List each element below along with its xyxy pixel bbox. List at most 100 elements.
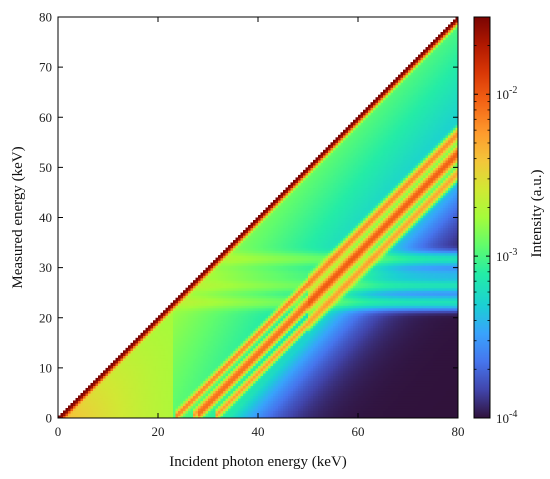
heatmap-cell: [225, 322, 229, 326]
heatmap-cell: [165, 340, 169, 344]
heatmap-cell: [215, 407, 219, 412]
heatmap-cell: [165, 362, 169, 366]
heatmap-cell: [235, 267, 239, 271]
heatmap-cell: [103, 407, 107, 412]
heatmap-cell: [138, 367, 142, 371]
heatmap-cell: [210, 352, 214, 356]
heatmap-cell: [205, 402, 209, 407]
heatmap-cell: [123, 355, 127, 359]
heatmap-cell: [198, 322, 202, 326]
heatmap-cell: [225, 362, 229, 366]
heatmap-cell: [218, 365, 222, 369]
heatmap-cell: [100, 387, 104, 392]
heatmap-cell: [133, 392, 137, 397]
heatmap-cell: [143, 380, 147, 384]
heatmap-cell: [150, 365, 154, 369]
heatmap-cell: [220, 297, 224, 301]
heatmap-cell: [233, 262, 237, 266]
heatmap-cell: [133, 387, 137, 392]
heatmap-cell: [228, 342, 232, 346]
heatmap-cell: [165, 325, 169, 329]
heatmap-cell: [108, 370, 112, 374]
heatmap-cell: [183, 327, 187, 331]
heatmap-cell: [223, 317, 227, 321]
heatmap-cell: [205, 305, 209, 309]
heatmap-cell: [233, 397, 237, 402]
heatmap-cell: [93, 390, 97, 394]
heatmap-cell: [180, 365, 184, 369]
heatmap-cell: [135, 380, 139, 384]
heatmap-cell: [200, 355, 204, 359]
heatmap-cell: [203, 412, 207, 417]
heatmap-cell: [165, 370, 169, 374]
heatmap-cell: [190, 290, 194, 294]
heatmap-cell: [110, 412, 114, 417]
heatmap-cell: [135, 400, 139, 404]
heatmap-cell: [198, 340, 202, 344]
heatmap-cell: [168, 395, 172, 399]
heatmap-cell: [150, 360, 154, 364]
heatmap-cell: [128, 345, 132, 349]
heatmap-cell: [215, 387, 219, 392]
heatmap-cell: [200, 352, 204, 356]
heatmap-cell: [223, 405, 227, 409]
heatmap-cell: [225, 350, 229, 354]
heatmap-cell: [195, 387, 199, 392]
heatmap-cell: [175, 352, 179, 356]
heatmap-cell: [198, 292, 202, 296]
heatmap-cell: [235, 367, 239, 371]
heatmap-cell: [80, 395, 84, 399]
heatmap-cell: [155, 407, 159, 412]
heatmap-cell: [230, 375, 234, 379]
heatmap-cell: [173, 310, 177, 314]
heatmap-cell: [223, 400, 227, 404]
heatmap-cell: [188, 365, 192, 369]
heatmap-cell: [233, 250, 237, 254]
heatmap-cell: [115, 365, 119, 369]
heatmap-cell: [155, 345, 159, 349]
heatmap-cell: [170, 342, 174, 346]
heatmap-cell: [158, 395, 162, 399]
heatmap-cell: [155, 405, 159, 409]
heatmap-cell: [128, 362, 132, 366]
heatmap-cell: [140, 370, 144, 374]
heatmap-cell: [100, 402, 104, 407]
heatmap-cell: [98, 385, 102, 389]
heatmap-cell: [195, 337, 199, 341]
heatmap-cell: [215, 290, 219, 294]
heatmap-cell: [225, 315, 229, 319]
heatmap-cell: [163, 345, 167, 349]
heatmap-cell: [108, 380, 112, 384]
heatmap-cell: [198, 357, 202, 361]
heatmap-cell: [193, 322, 197, 326]
heatmap-cell: [198, 405, 202, 409]
heatmap-cell: [205, 317, 209, 321]
heatmap-cell: [218, 275, 222, 279]
heatmap-cell: [160, 332, 164, 336]
heatmap-cell: [210, 337, 214, 341]
heatmap-cell: [228, 275, 232, 279]
heatmap-cell: [88, 402, 92, 407]
heatmap-cell: [85, 405, 89, 409]
heatmap-cell: [138, 405, 142, 409]
heatmap-cell: [210, 310, 214, 314]
heatmap-cell: [158, 357, 162, 361]
heatmap-cell: [98, 415, 102, 418]
heatmap-cell: [168, 352, 172, 356]
heatmap-cell: [230, 265, 234, 269]
heatmap-cell: [230, 342, 234, 346]
heatmap-cell: [125, 415, 129, 418]
heatmap-cell: [235, 305, 239, 309]
heatmap-cell: [215, 277, 219, 281]
heatmap-cell: [98, 402, 102, 407]
heatmap-cell: [198, 320, 202, 324]
heatmap-cell: [223, 290, 227, 294]
heatmap-cell: [165, 372, 169, 376]
heatmap-cell: [135, 360, 139, 364]
heatmap-cell: [180, 385, 184, 389]
heatmap-cell: [225, 360, 229, 364]
heatmap-cell: [155, 400, 159, 404]
heatmap-cell: [215, 377, 219, 382]
heatmap-cell: [208, 390, 212, 394]
heatmap-cell: [235, 327, 239, 331]
